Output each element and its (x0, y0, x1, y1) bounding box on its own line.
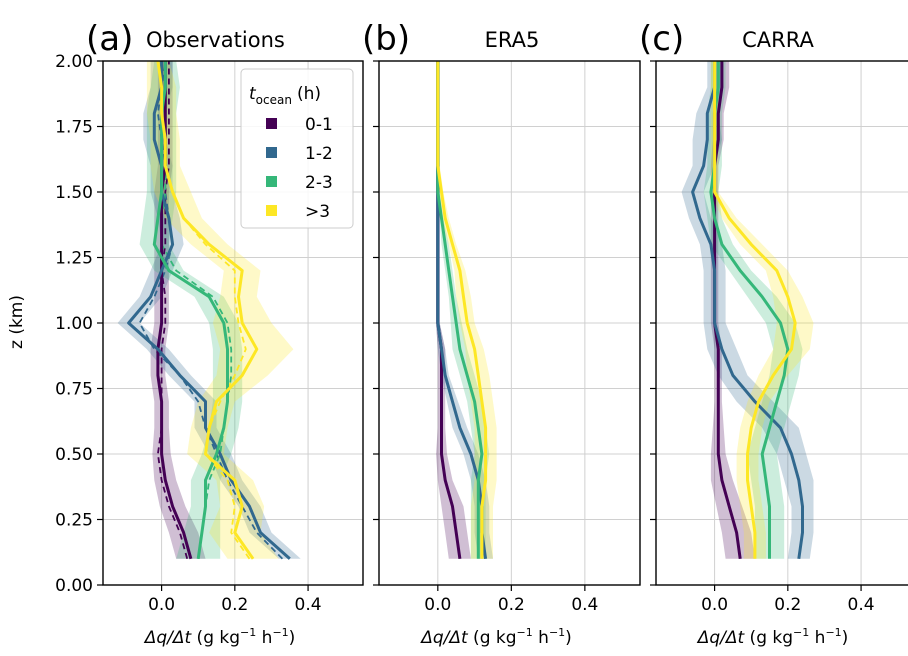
legend-title-unit: (h) (297, 84, 321, 104)
x-axis-label-unit: h (533, 628, 549, 648)
x-axis-label-close: ) (289, 628, 296, 648)
x-tick-label: 0.4 (848, 595, 875, 615)
legend-label->3: >3 (305, 202, 330, 222)
y-tick-label: 1.25 (55, 249, 93, 269)
legend-title: tocean (h) (249, 84, 321, 107)
x-axis-label-close: ) (565, 628, 572, 648)
y-tick-label: 1.75 (55, 118, 93, 138)
x-axis-label-exponent: −1 (240, 626, 256, 639)
x-axis-label-quantity: Δq/Δt (143, 628, 193, 648)
series-line->3 (156, 61, 259, 560)
panel-1: 0.0 0.2 0.4 0.00 0.25 0.50 0.75 1.00 1.25 1.50 1.7… (55, 19, 364, 615)
legend-label-1-2: 1-2 (305, 144, 333, 164)
x-axis-label-unit: h (256, 628, 272, 648)
x-axis-label-exponent: −1 (825, 626, 841, 639)
panel-title: ERA5 (485, 28, 540, 52)
x-tick-label: 0.4 (571, 595, 598, 615)
spread-band-0-1 (150, 61, 206, 559)
x-tick-label: 0.2 (221, 595, 248, 615)
x-tick-label: 0.0 (424, 595, 451, 615)
series-dashed-0-1 (156, 61, 189, 560)
legend: tocean (h) 0-1 1-2 2-3 >3 (240, 68, 354, 229)
x-tick-label: 0.0 (701, 595, 728, 615)
plot-area (117, 61, 301, 560)
panel-label: (b) (362, 19, 410, 59)
spread-band-0-1 (436, 61, 471, 559)
legend-swatch-2-3 (266, 176, 277, 187)
x-axis-label-close: ) (842, 628, 849, 648)
spread-band-2-3 (703, 61, 803, 559)
y-tick-label: 0.50 (55, 445, 93, 465)
series-line-1-2 (691, 61, 804, 560)
panel-label: (a) (86, 19, 133, 59)
y-tick-label: 0.75 (55, 380, 93, 400)
y-tick-label: 2.00 (55, 52, 93, 72)
x-tick-label: 0.4 (295, 595, 322, 615)
legend-frame (240, 68, 354, 229)
legend-title-symbol: t (249, 84, 257, 104)
plot-area (681, 61, 814, 560)
spread-band-1-2 (436, 61, 493, 559)
x-axis-label-quantity: Δq/Δt (696, 628, 746, 648)
panel-2: 0.0 0.2 0.4 (b) ERA5 (362, 19, 641, 615)
legend-swatch-1-2 (266, 147, 277, 158)
y-tick-label: 1.00 (55, 314, 93, 334)
legend-label-2-3: 2-3 (305, 173, 333, 193)
series-line->3 (436, 61, 488, 559)
x-axis-label-exponent: −1 (549, 626, 565, 639)
y-tick-label: 0.00 (55, 576, 93, 596)
panel-title: Observations (146, 28, 285, 52)
x-axis-label: Δq/Δt (g kg−1 h−1) (419, 626, 572, 648)
x-axis-label-unit: h (809, 628, 825, 648)
legend-items: 0-1 1-2 2-3 >3 (266, 115, 333, 222)
plot-area (436, 61, 497, 560)
x-axis-label-unit: (g kg (191, 628, 240, 648)
x-axis-label-exponent: −1 (793, 626, 809, 639)
x-tick-label: 0.0 (148, 595, 175, 615)
panel-3: 0.0 0.2 0.4 (c) CARRA (639, 19, 908, 615)
legend-swatch-0-1 (266, 118, 277, 129)
spread-band-2-3 (436, 61, 490, 559)
series-dashed-1-2 (138, 61, 284, 560)
panel-title: CARRA (742, 28, 814, 52)
x-tick-label: 0.2 (774, 595, 801, 615)
x-tick-label: 0.2 (498, 595, 525, 615)
series-line-2-3 (152, 61, 229, 560)
x-axis-label-quantity: Δq/Δt (419, 628, 469, 648)
legend-label-0-1: 0-1 (305, 115, 333, 135)
panel-label: (c) (639, 19, 684, 59)
spread-band-0-1 (710, 61, 755, 559)
x-axis-label-exponent: −1 (517, 626, 533, 639)
y-tick-label: 0.25 (55, 511, 93, 531)
legend-title-subscript: ocean (256, 93, 292, 107)
x-axis-labels: Δq/Δt (g kg−1 h−1) Δq/Δt (g kg−1 h−1) Δq/Δ… (143, 626, 849, 648)
y-tick-label: 1.50 (55, 183, 93, 203)
x-axis-label-exponent: −1 (272, 626, 288, 639)
x-axis-label-unit: (g kg (744, 628, 793, 648)
spread-band-1-2 (681, 61, 814, 559)
legend-swatch->3 (266, 205, 277, 216)
series-line->3 (713, 61, 797, 559)
x-axis-label: Δq/Δt (g kg−1 h−1) (143, 626, 296, 648)
panels: 0.0 0.2 0.4 0.00 0.25 0.50 0.75 1.00 1.25 1.50 1.7… (55, 19, 908, 615)
y-axis-label: z (km) (7, 295, 27, 349)
x-axis-label: Δq/Δt (g kg−1 h−1) (696, 626, 849, 648)
x-axis-label-unit: (g kg (468, 628, 517, 648)
